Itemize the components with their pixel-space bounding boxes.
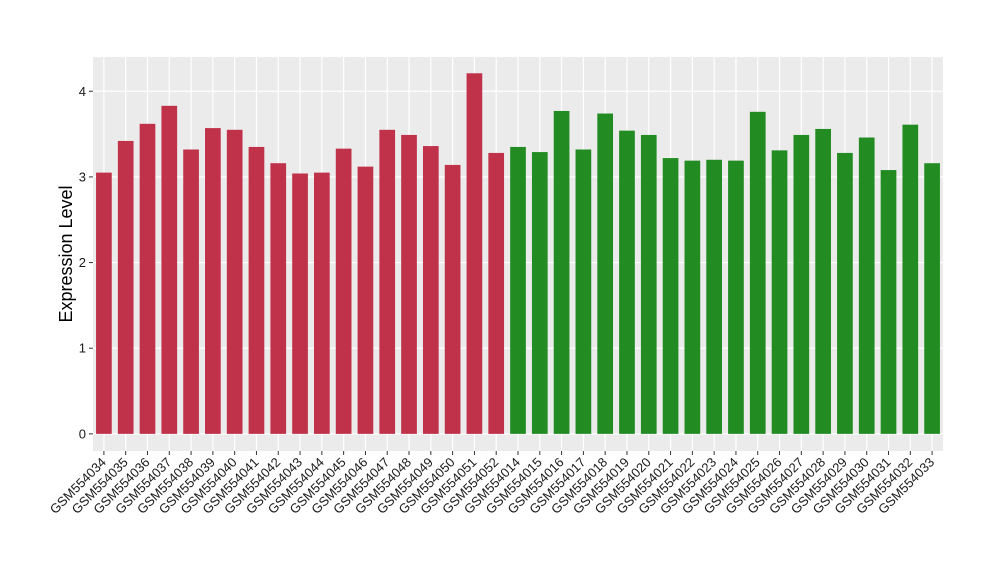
bar-GSM554022: [684, 160, 701, 434]
bar-GSM554050: [444, 164, 461, 434]
bar-GSM554039: [205, 128, 221, 434]
bar-GSM554033: [924, 163, 940, 434]
y-tick-label: 1: [79, 341, 86, 356]
bar-GSM554014: [510, 146, 526, 434]
bar-GSM554016: [553, 110, 570, 434]
bar-GSM554038: [183, 149, 199, 434]
bar-GSM554025: [749, 111, 766, 434]
y-tick-label: 0: [79, 426, 86, 441]
bar-GSM554041: [248, 146, 265, 434]
y-tick-label: 4: [79, 84, 86, 99]
bar-GSM554034: [96, 172, 112, 434]
y-axis-title: Expression Level: [56, 185, 76, 322]
bar-GSM554030: [858, 137, 875, 434]
bar-GSM554021: [662, 158, 679, 434]
bar-GSM554023: [706, 159, 722, 434]
y-axis: 0 1 2 3 4: [79, 84, 93, 441]
bar-GSM554043: [292, 173, 308, 434]
bar-GSM554015: [531, 152, 548, 434]
bar-GSM554047: [379, 129, 396, 434]
bar-GSM554031: [880, 170, 897, 434]
bar-GSM554045: [335, 148, 352, 434]
bar-GSM554051: [466, 73, 483, 434]
bar-GSM554037: [161, 105, 178, 434]
bar-GSM554029: [837, 152, 853, 434]
bar-GSM554036: [139, 123, 156, 434]
y-tick-label: 3: [79, 169, 86, 184]
bar-GSM554018: [597, 113, 614, 434]
bar-GSM554019: [619, 130, 635, 434]
y-tick-label: 2: [79, 255, 86, 270]
x-axis: GSM554034GSM554035GSM554036GSM554037GSM5…: [47, 451, 937, 517]
bar-GSM554024: [728, 160, 744, 434]
bar-GSM554048: [401, 134, 417, 434]
bar-GSM554052: [488, 152, 505, 434]
bar-GSM554028: [815, 128, 831, 434]
bar-GSM554046: [357, 166, 374, 434]
bar-GSM554049: [422, 146, 439, 434]
bar-GSM554017: [575, 149, 592, 434]
bar-GSM554035: [117, 140, 134, 434]
bar-GSM554040: [226, 129, 243, 434]
bars: [96, 73, 940, 434]
bar-GSM554027: [793, 134, 810, 434]
bar-GSM554032: [902, 124, 919, 434]
bar-GSM554026: [771, 150, 788, 434]
bar-GSM554044: [314, 172, 330, 434]
bar-GSM554020: [640, 134, 657, 434]
bar-GSM554042: [270, 163, 287, 434]
